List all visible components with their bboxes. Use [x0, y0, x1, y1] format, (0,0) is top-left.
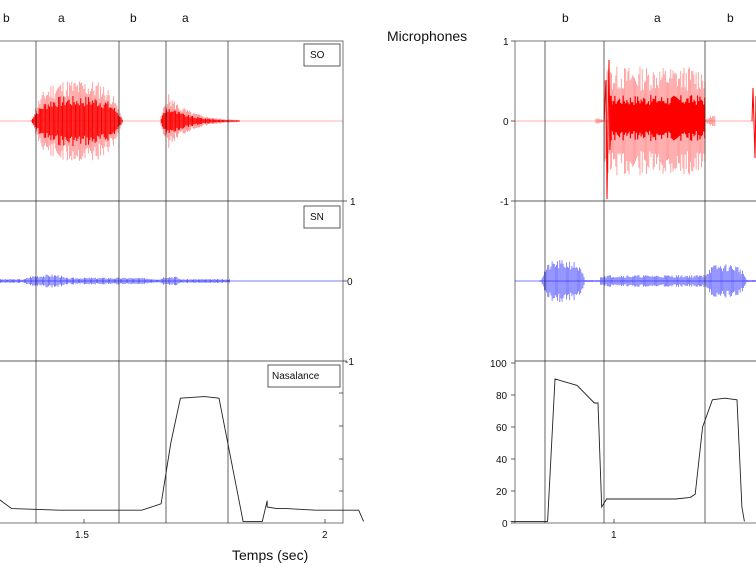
left-waveforms — [0, 81, 343, 288]
right-nasalance-panel-frame — [514, 360, 756, 524]
left-segment-label-3: b — [130, 11, 137, 25]
right-top-wave-inner — [609, 94, 706, 142]
left-so-legend-box — [303, 43, 341, 67]
right-nas-ytick-100: 100 — [490, 359, 507, 370]
right-nas-ytick-20: 20 — [496, 487, 508, 498]
left-sn-legend: SN — [310, 212, 324, 223]
right-segment-label-1: b — [562, 11, 569, 25]
right-middle-wave — [539, 260, 756, 302]
left-nasalance-line — [0, 396, 365, 522]
left-nasalance-legend-box — [267, 364, 341, 388]
right-waveforms — [515, 59, 756, 302]
right-nas-ytick-60: 60 — [496, 423, 508, 434]
left-sn-ytick-0: 0 — [347, 277, 353, 288]
left-so-legend: SO — [310, 50, 325, 61]
right-top-ytick-0: 0 — [503, 117, 509, 128]
left-figure: b a b a SO SN Nasalance 1 0 -1 1. — [0, 11, 365, 563]
right-nas-ytick-0: 0 — [502, 519, 508, 530]
left-xtick-label-2: 2 — [322, 530, 328, 541]
left-nasalance-minor-ticks — [339, 392, 343, 492]
left-so-wave-inner — [30, 96, 123, 146]
left-sn-ytick-1: 1 — [350, 197, 356, 208]
right-top-ytick-minus1: -1 — [500, 197, 509, 208]
right-segment-label-2: a — [654, 11, 661, 25]
left-sn-legend-box — [303, 205, 341, 229]
left-xtick-label-1.5: 1.5 — [75, 530, 89, 541]
left-segment-label-1: b — [3, 11, 10, 25]
right-nasalance-ticks — [511, 362, 515, 524]
left-segment-label-4: a — [182, 11, 189, 25]
left-x-axis-label: Temps (sec) — [232, 547, 308, 563]
left-nasalance-panel-frame — [0, 360, 344, 524]
right-nasalance-line — [510, 378, 745, 522]
left-sn-ytick-minus1: -1 — [345, 357, 354, 368]
right-nas-ytick-40: 40 — [496, 455, 508, 466]
left-sn-wave — [0, 274, 230, 288]
left-segment-label-2: a — [58, 11, 65, 25]
right-top-burst — [603, 59, 613, 200]
left-nasalance-legend: Nasalance — [272, 371, 320, 382]
right-title: Microphones — [387, 28, 467, 44]
right-xtick-label-1: 1 — [611, 530, 617, 541]
right-top-ytick-1: 1 — [503, 37, 509, 48]
left-so-wave2-inner — [160, 109, 240, 133]
right-segment-label-3: b — [727, 11, 734, 25]
right-nas-ytick-80: 80 — [496, 391, 508, 402]
right-top-edge-burst — [751, 87, 756, 159]
right-figure: Microphones b a b 1 0 -1 100 80 60 40 — [387, 11, 756, 541]
